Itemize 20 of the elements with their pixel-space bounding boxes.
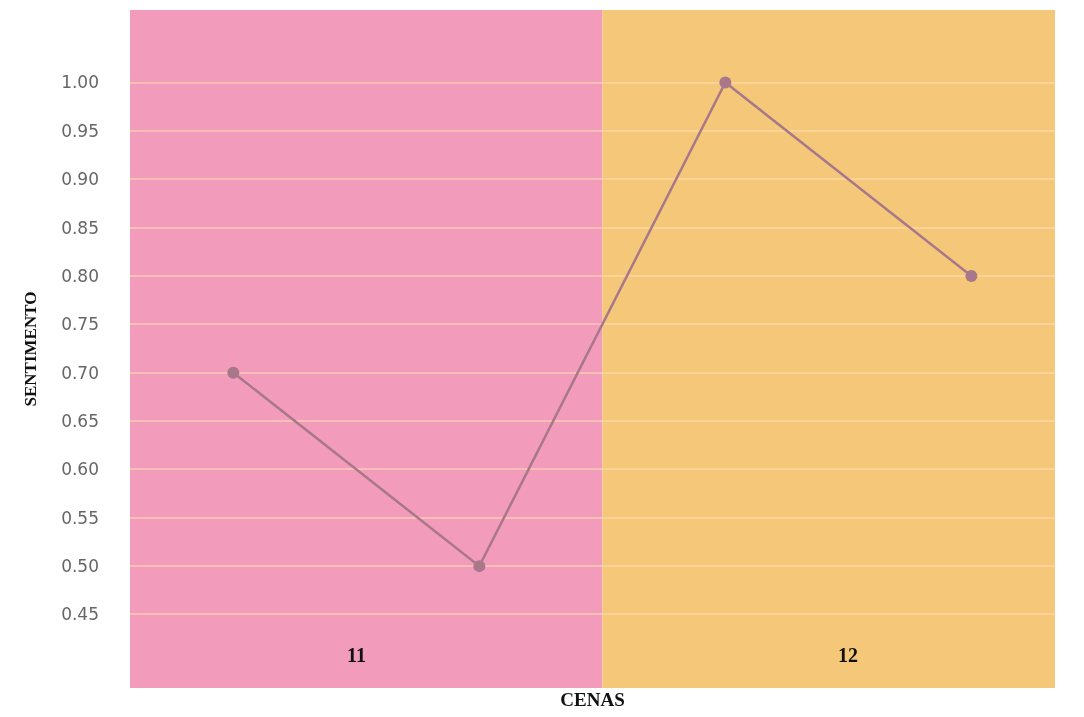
y-tick-label: 0.80 (61, 265, 99, 286)
y-tick-label: 0.70 (61, 362, 99, 383)
y-tick-label: 0.85 (61, 217, 99, 238)
y-tick-label: 0.65 (61, 411, 99, 432)
x-axis-title: CENAS (560, 688, 625, 710)
y-tick-label: 0.45 (61, 604, 99, 625)
y-tick-label: 0.60 (61, 459, 99, 480)
y-tick-label: 0.75 (61, 314, 99, 335)
y-tick-label: 0.55 (61, 507, 99, 528)
point (965, 269, 978, 282)
point (473, 560, 486, 573)
y-tick-label: 1.00 (61, 72, 99, 93)
point (227, 366, 240, 379)
y-tick-label: 0.50 (61, 556, 99, 577)
point (719, 76, 732, 89)
y-tick-label: 0.95 (61, 120, 99, 141)
annotation: 11 (347, 644, 366, 666)
annotation: 12 (838, 644, 858, 666)
y-tick-label: 0.90 (61, 169, 99, 190)
y-axis-title: SENTIMENTO (20, 291, 40, 407)
